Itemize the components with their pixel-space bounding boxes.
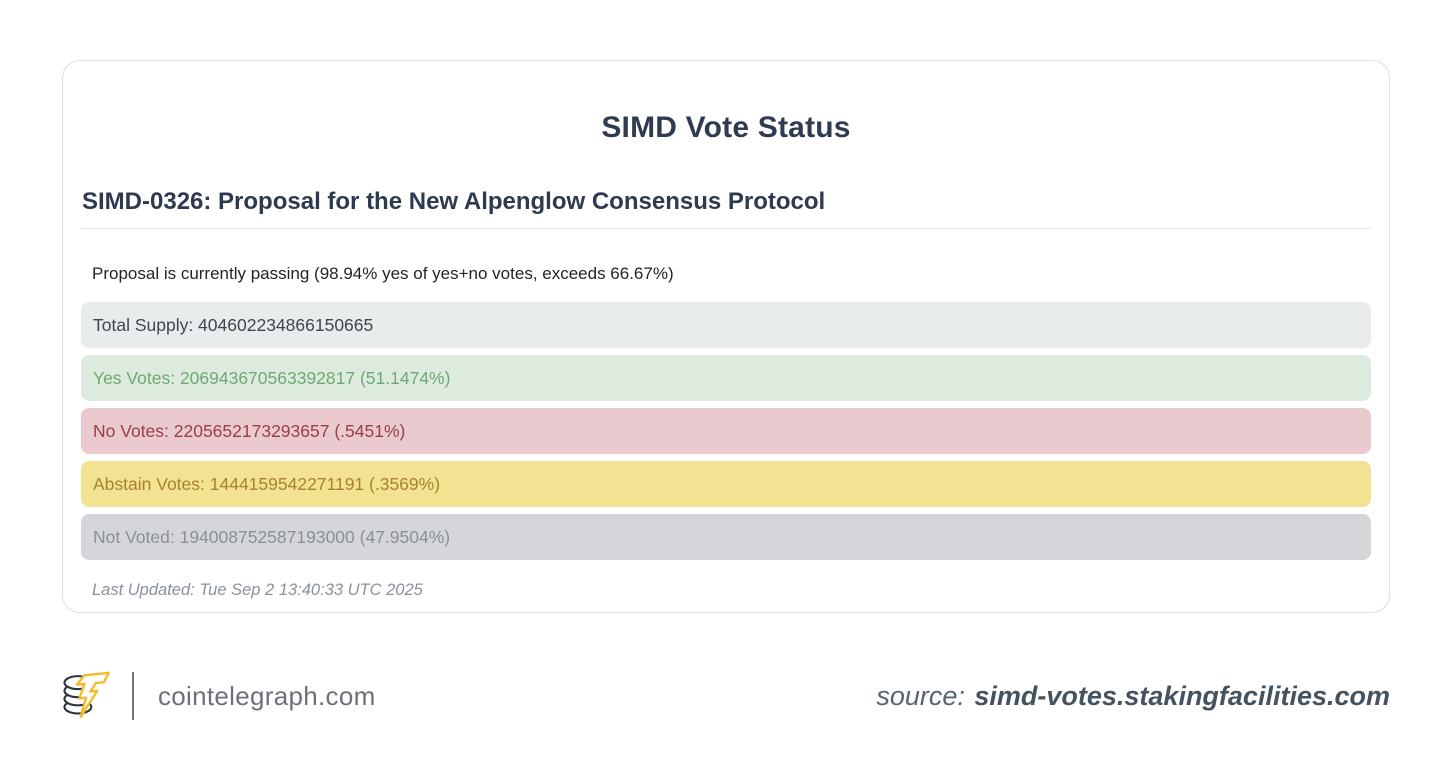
heading-divider [81,228,1371,229]
source-domain-text: simd-votes.stakingfacilities.com [974,680,1390,711]
page-title: SIMD Vote Status [601,111,851,144]
vote-rows: Total Supply: 404602234866150665 Yes Vot… [81,302,1371,560]
vote-row-total-supply: Total Supply: 404602234866150665 [81,302,1371,348]
vote-status-card: SIMD Vote Status SIMD-0326: Proposal for… [62,60,1390,613]
cointelegraph-brand: cointelegraph.com [60,663,376,730]
footer: cointelegraph.com source: simd-votes.stak… [60,662,1390,730]
vote-row-not-voted: Not Voted: 194008752587193000 (47.9504%) [81,514,1371,560]
last-updated-timestamp: Last Updated: Tue Sep 2 13:40:33 UTC 202… [92,581,423,599]
vote-row-no-votes: No Votes: 2205652173293657 (.5451%) [81,408,1371,454]
brand-divider [132,672,134,720]
source-attribution: source: simd-votes.stakingfacilities.com [876,681,1390,712]
source-label: source: [876,680,965,711]
vote-row-yes-votes: Yes Votes: 206943670563392817 (51.1474%) [81,355,1371,401]
vote-row-abstain-votes: Abstain Votes: 1444159542271191 (.3569%) [81,461,1371,507]
brand-domain-text: cointelegraph.com [158,680,376,711]
proposal-heading: SIMD-0326: Proposal for the New Alpenglo… [82,188,826,215]
status-line: Proposal is currently passing (98.94% ye… [92,264,674,283]
cointelegraph-logo-icon [60,663,112,730]
